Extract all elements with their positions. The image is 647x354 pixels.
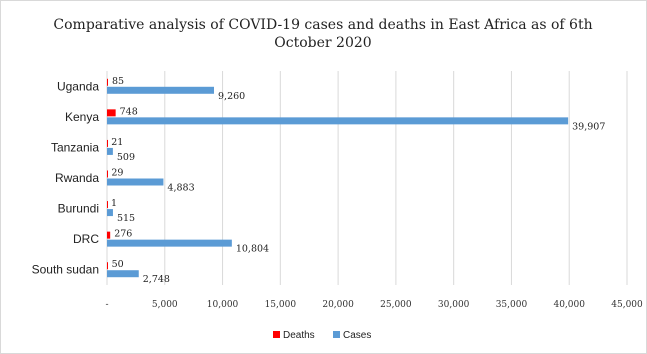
cases-data-label: 9,260: [218, 91, 245, 102]
deaths-data-label: 21: [111, 137, 123, 148]
category-label: DRC: [73, 232, 99, 246]
x-tick-label: 20,000: [322, 300, 354, 310]
legend-label: Cases: [343, 330, 371, 341]
category-label: Rwanda: [55, 171, 99, 185]
deaths-data-label: 276: [114, 229, 132, 240]
x-tick-label: 40,000: [553, 300, 585, 310]
deaths-bar: [107, 109, 116, 117]
deaths-data-label: 29: [111, 168, 123, 179]
cases-bar: [107, 147, 113, 155]
legend-swatch: [273, 331, 280, 338]
x-tick-label: 30,000: [438, 300, 470, 310]
cases-bar: [107, 86, 215, 94]
category-label: Uganda: [57, 79, 99, 93]
deaths-data-label: 50: [112, 259, 124, 270]
cases-data-label: 39,907: [572, 121, 605, 132]
deaths-bar: [107, 170, 108, 178]
category-label: Burundi: [58, 202, 99, 216]
deaths-data-label: 1: [111, 198, 117, 209]
cases-data-label: 2,748: [143, 274, 170, 285]
x-tick-label: 45,000: [611, 300, 643, 310]
category-label: South sudan: [32, 263, 99, 277]
chart-title-line-2: October 2020: [274, 35, 371, 51]
deaths-bar: [107, 201, 108, 209]
category-label: Kenya: [65, 110, 99, 124]
cases-bar: [107, 270, 139, 278]
deaths-data-label: 85: [112, 76, 124, 87]
cases-data-label: 10,804: [236, 244, 269, 255]
cases-data-label: 515: [117, 213, 135, 224]
legend-swatch: [333, 331, 340, 338]
legend-label: Deaths: [283, 330, 315, 341]
deaths-data-label: 748: [120, 106, 138, 117]
x-tick-label: 25,000: [380, 300, 412, 310]
cases-bar: [107, 209, 113, 217]
cases-data-label: 4,883: [167, 183, 194, 194]
deaths-bar: [107, 262, 108, 270]
deaths-bar: [107, 78, 108, 86]
x-tick-label: 5,000: [152, 300, 178, 310]
chart-title-line-1: Comparative analysis of COVID-19 cases a…: [53, 17, 592, 33]
category-label: Tanzania: [51, 140, 99, 154]
x-tick-label: 35,000: [496, 300, 528, 310]
deaths-bar: [107, 231, 111, 239]
cases-data-label: 509: [117, 152, 135, 163]
x-tick-label: -: [105, 300, 108, 310]
x-tick-label: 10,000: [207, 300, 239, 310]
cases-bar: [107, 239, 232, 247]
cases-bar: [107, 117, 569, 125]
x-tick-label: 15,000: [265, 300, 297, 310]
cases-bar: [107, 178, 164, 186]
deaths-bar: [107, 139, 108, 147]
